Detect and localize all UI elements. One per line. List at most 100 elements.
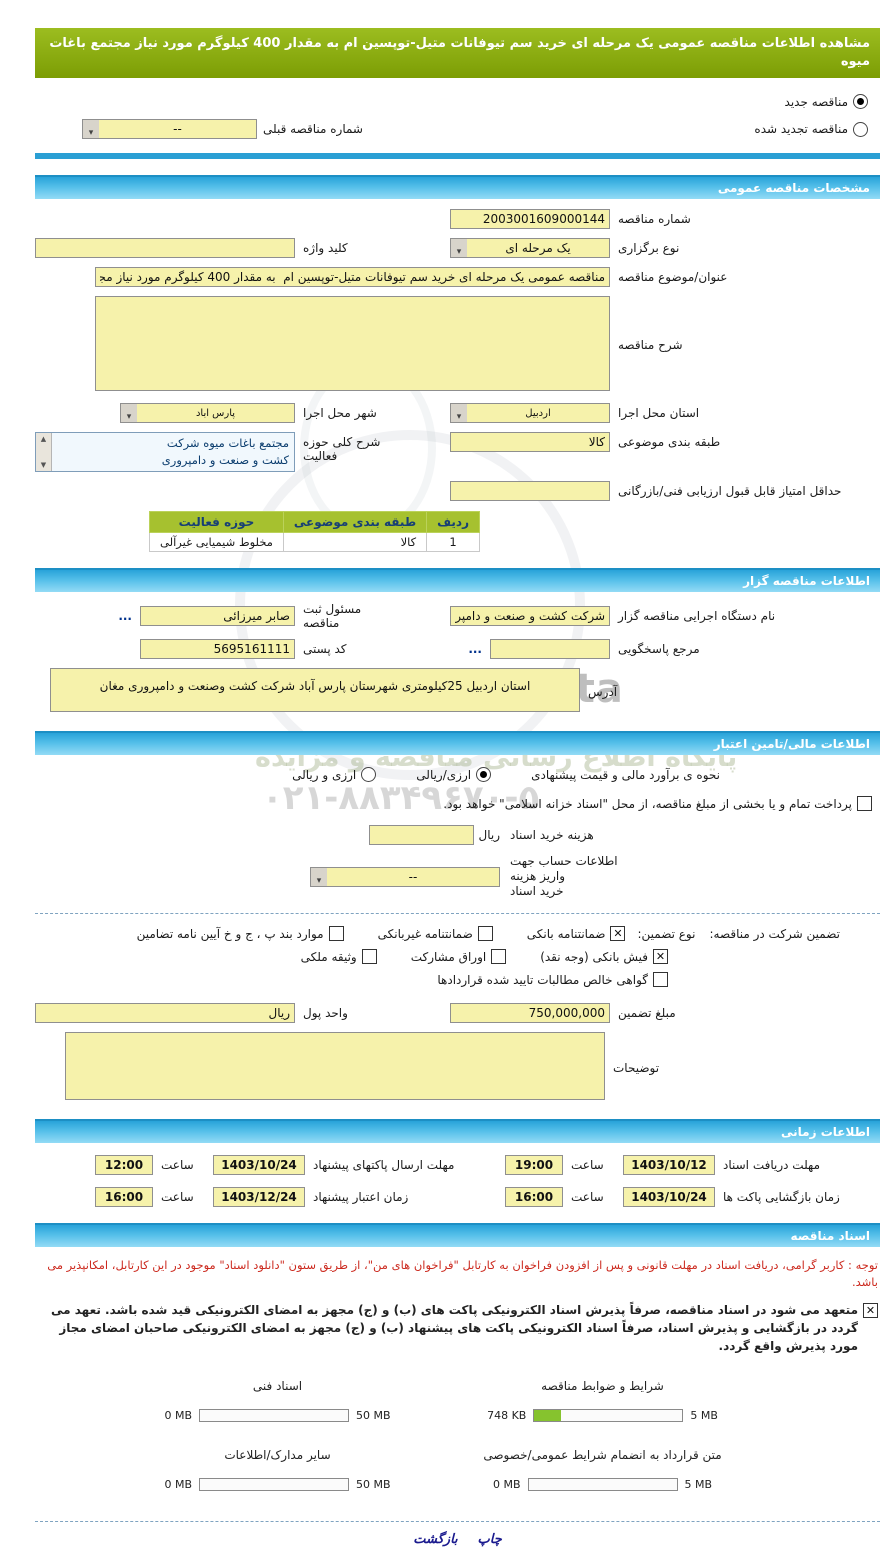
dropdown-arrow-icon[interactable]: ▾ [450, 238, 467, 258]
agency-name-input[interactable] [450, 606, 610, 626]
bank-guarantee-checkbox[interactable] [610, 926, 626, 941]
agency-name-label: نام دستگاه اجرایی مناقصه گزار [618, 609, 776, 623]
upload-technical-max: 50 MB [356, 1409, 391, 1422]
activity-listbox[interactable]: ▲ ▼ مجتمع باغات میوه شرکت کشت و صنعت و د… [35, 432, 295, 472]
proposal-validity-label: زمان اعتبار پیشنهاد [313, 1190, 409, 1204]
cell-row-number: 1 [426, 532, 480, 552]
doc-fee-input[interactable] [369, 825, 475, 845]
cell-activity: مخلوط شیمیایی غیرآلی [149, 532, 284, 552]
dropdown-arrow-icon[interactable]: ▾ [82, 119, 99, 139]
contact-input[interactable] [490, 639, 610, 659]
upload-contract: متن قرارداد به انضمام شرایط عمومی/خصوصی … [475, 1448, 730, 1491]
activity-lines: مجتمع باغات میوه شرکت کشت و صنعت و دامپر… [52, 433, 294, 471]
category-input[interactable] [450, 432, 610, 452]
city-combo[interactable]: ▾ [120, 403, 295, 423]
notes-textarea[interactable] [65, 1032, 605, 1100]
account-combo[interactable]: ▾ [310, 866, 500, 887]
hour-label: ساعت [571, 1190, 604, 1204]
tender-state-group: مناقصه جدید مناقصه تجدید شده شماره مناقص… [35, 78, 880, 139]
hour-label: ساعت [571, 1158, 604, 1172]
currency-unit-input[interactable] [35, 1003, 295, 1023]
property-collateral-label: وثیقه ملکی [300, 949, 357, 964]
upload-contract-current: 0 MB [492, 1478, 521, 1491]
participation-bonds-label: اوراق مشارکت [410, 949, 487, 964]
postal-code-input[interactable] [140, 639, 295, 659]
envelope-submit-deadline-label: مهلت ارسال پاکتهای پیشنهاد [313, 1158, 455, 1172]
print-button[interactable]: چاپ [477, 1532, 502, 1547]
rial-currency-label: ارزی/ریالی [416, 767, 472, 782]
previous-tender-number-label: شماره مناقصه قبلی [263, 122, 363, 136]
renewed-tender-label: مناقصه تجدید شده [754, 122, 848, 136]
nonbank-guarantee-checkbox[interactable] [477, 926, 493, 941]
participation-bonds-checkbox[interactable] [491, 949, 507, 964]
currency-unit-label: واحد پول [303, 1006, 348, 1020]
proposal-validity-date[interactable] [213, 1187, 305, 1207]
scroll-down-icon[interactable]: ▼ [40, 461, 47, 469]
envelope-opening-time[interactable] [505, 1187, 563, 1207]
section-timing-header: اطلاعات زمانی [35, 1119, 880, 1143]
bank-receipt-label: فیش بانکی (وجه نقد) [540, 949, 648, 964]
proposal-validity-time[interactable] [95, 1187, 153, 1207]
back-button[interactable]: بازگشت [413, 1532, 458, 1547]
documents-notice: توجه : کاربر گرامی، دریافت اسناد در مهلت… [47, 1258, 878, 1289]
address-label: آدرس [588, 684, 618, 699]
min-score-input[interactable] [450, 481, 610, 501]
activity-line: مجتمع باغات میوه شرکت [166, 436, 289, 450]
process-type-label: نوع برگزاری [618, 241, 680, 255]
doc-receipt-deadline-date[interactable] [623, 1155, 715, 1175]
guarantee-amount-input[interactable] [450, 1003, 610, 1023]
estimate-method-label: نحوه ی برآورد مالی و قیمت پیشنهادی [531, 767, 720, 782]
doc-fee-label: هزینه خرید اسناد [510, 828, 594, 842]
upload-terms-progressbar [533, 1409, 684, 1422]
upload-technical: اسناد فنی 0 MB 50 MB [150, 1379, 405, 1422]
commitment-checkbox[interactable] [863, 1303, 878, 1318]
doc-receipt-deadline-time[interactable] [505, 1155, 563, 1175]
tender-number-label: شماره مناقصه [618, 212, 691, 226]
registrar-input[interactable] [140, 606, 295, 626]
account-input[interactable] [327, 866, 500, 887]
process-type-combo[interactable]: ▾ [450, 238, 610, 258]
upload-terms-label: شرایط و ضوابط مناقصه [541, 1379, 664, 1393]
upload-technical-progressbar [199, 1409, 349, 1422]
new-tender-radio[interactable] [853, 94, 868, 109]
city-input[interactable] [137, 403, 295, 423]
section-financial-header: اطلاعات مالی/تامین اعتبار [35, 731, 880, 755]
registrar-more-link[interactable]: ... [118, 609, 132, 623]
dropdown-arrow-icon[interactable]: ▾ [120, 403, 137, 423]
tender-number-input[interactable] [450, 209, 610, 229]
contact-more-link[interactable]: ... [468, 642, 482, 656]
envelope-submit-deadline-date[interactable] [213, 1155, 305, 1175]
doc-receipt-deadline-label: مهلت دریافت اسناد [723, 1158, 821, 1172]
dropdown-arrow-icon[interactable]: ▾ [310, 866, 327, 887]
listbox-scrollbar[interactable]: ▲ ▼ [36, 433, 52, 471]
previous-tender-number-combo[interactable]: ▾ [82, 119, 257, 139]
mixed-currency-radio[interactable] [361, 767, 377, 782]
address-textarea[interactable]: استان اردبیل 25کیلومتری شهرستان پارس آبا… [50, 668, 580, 712]
province-combo[interactable]: ▾ [450, 403, 610, 423]
scroll-up-icon[interactable]: ▲ [40, 435, 47, 443]
bylaw-cases-checkbox[interactable] [328, 926, 344, 941]
dropdown-arrow-icon[interactable]: ▾ [450, 403, 467, 423]
subject-input[interactable] [95, 267, 610, 287]
description-textarea[interactable] [95, 296, 610, 391]
rial-currency-radio[interactable] [476, 767, 492, 782]
keyword-input[interactable] [35, 238, 295, 258]
bank-guarantee-label: ضمانتنامه بانکی [526, 926, 606, 941]
treasury-checkbox[interactable] [857, 796, 872, 811]
section-general-header: مشخصات مناقصه عمومی [35, 175, 880, 199]
bank-receipt-checkbox[interactable] [653, 949, 668, 964]
province-input[interactable] [467, 403, 610, 423]
description-label: شرح مناقصه [618, 338, 683, 352]
table-row: 1 کالا مخلوط شیمیایی غیرآلی [149, 532, 480, 552]
envelope-opening-date[interactable] [623, 1187, 715, 1207]
section-agency-header: اطلاعات مناقصه گزار [35, 568, 880, 592]
process-type-input[interactable] [467, 238, 610, 258]
renewed-tender-radio[interactable] [853, 121, 868, 137]
net-claims-checkbox[interactable] [653, 972, 668, 987]
category-table: ردیف طبقه بندی موضوعی حوزه فعالیت 1 کالا… [149, 511, 480, 552]
upload-terms-max: 5 MB [690, 1409, 718, 1422]
previous-tender-number-input[interactable] [99, 119, 257, 139]
envelope-submit-deadline-time[interactable] [95, 1155, 153, 1175]
property-collateral-checkbox[interactable] [361, 949, 377, 964]
